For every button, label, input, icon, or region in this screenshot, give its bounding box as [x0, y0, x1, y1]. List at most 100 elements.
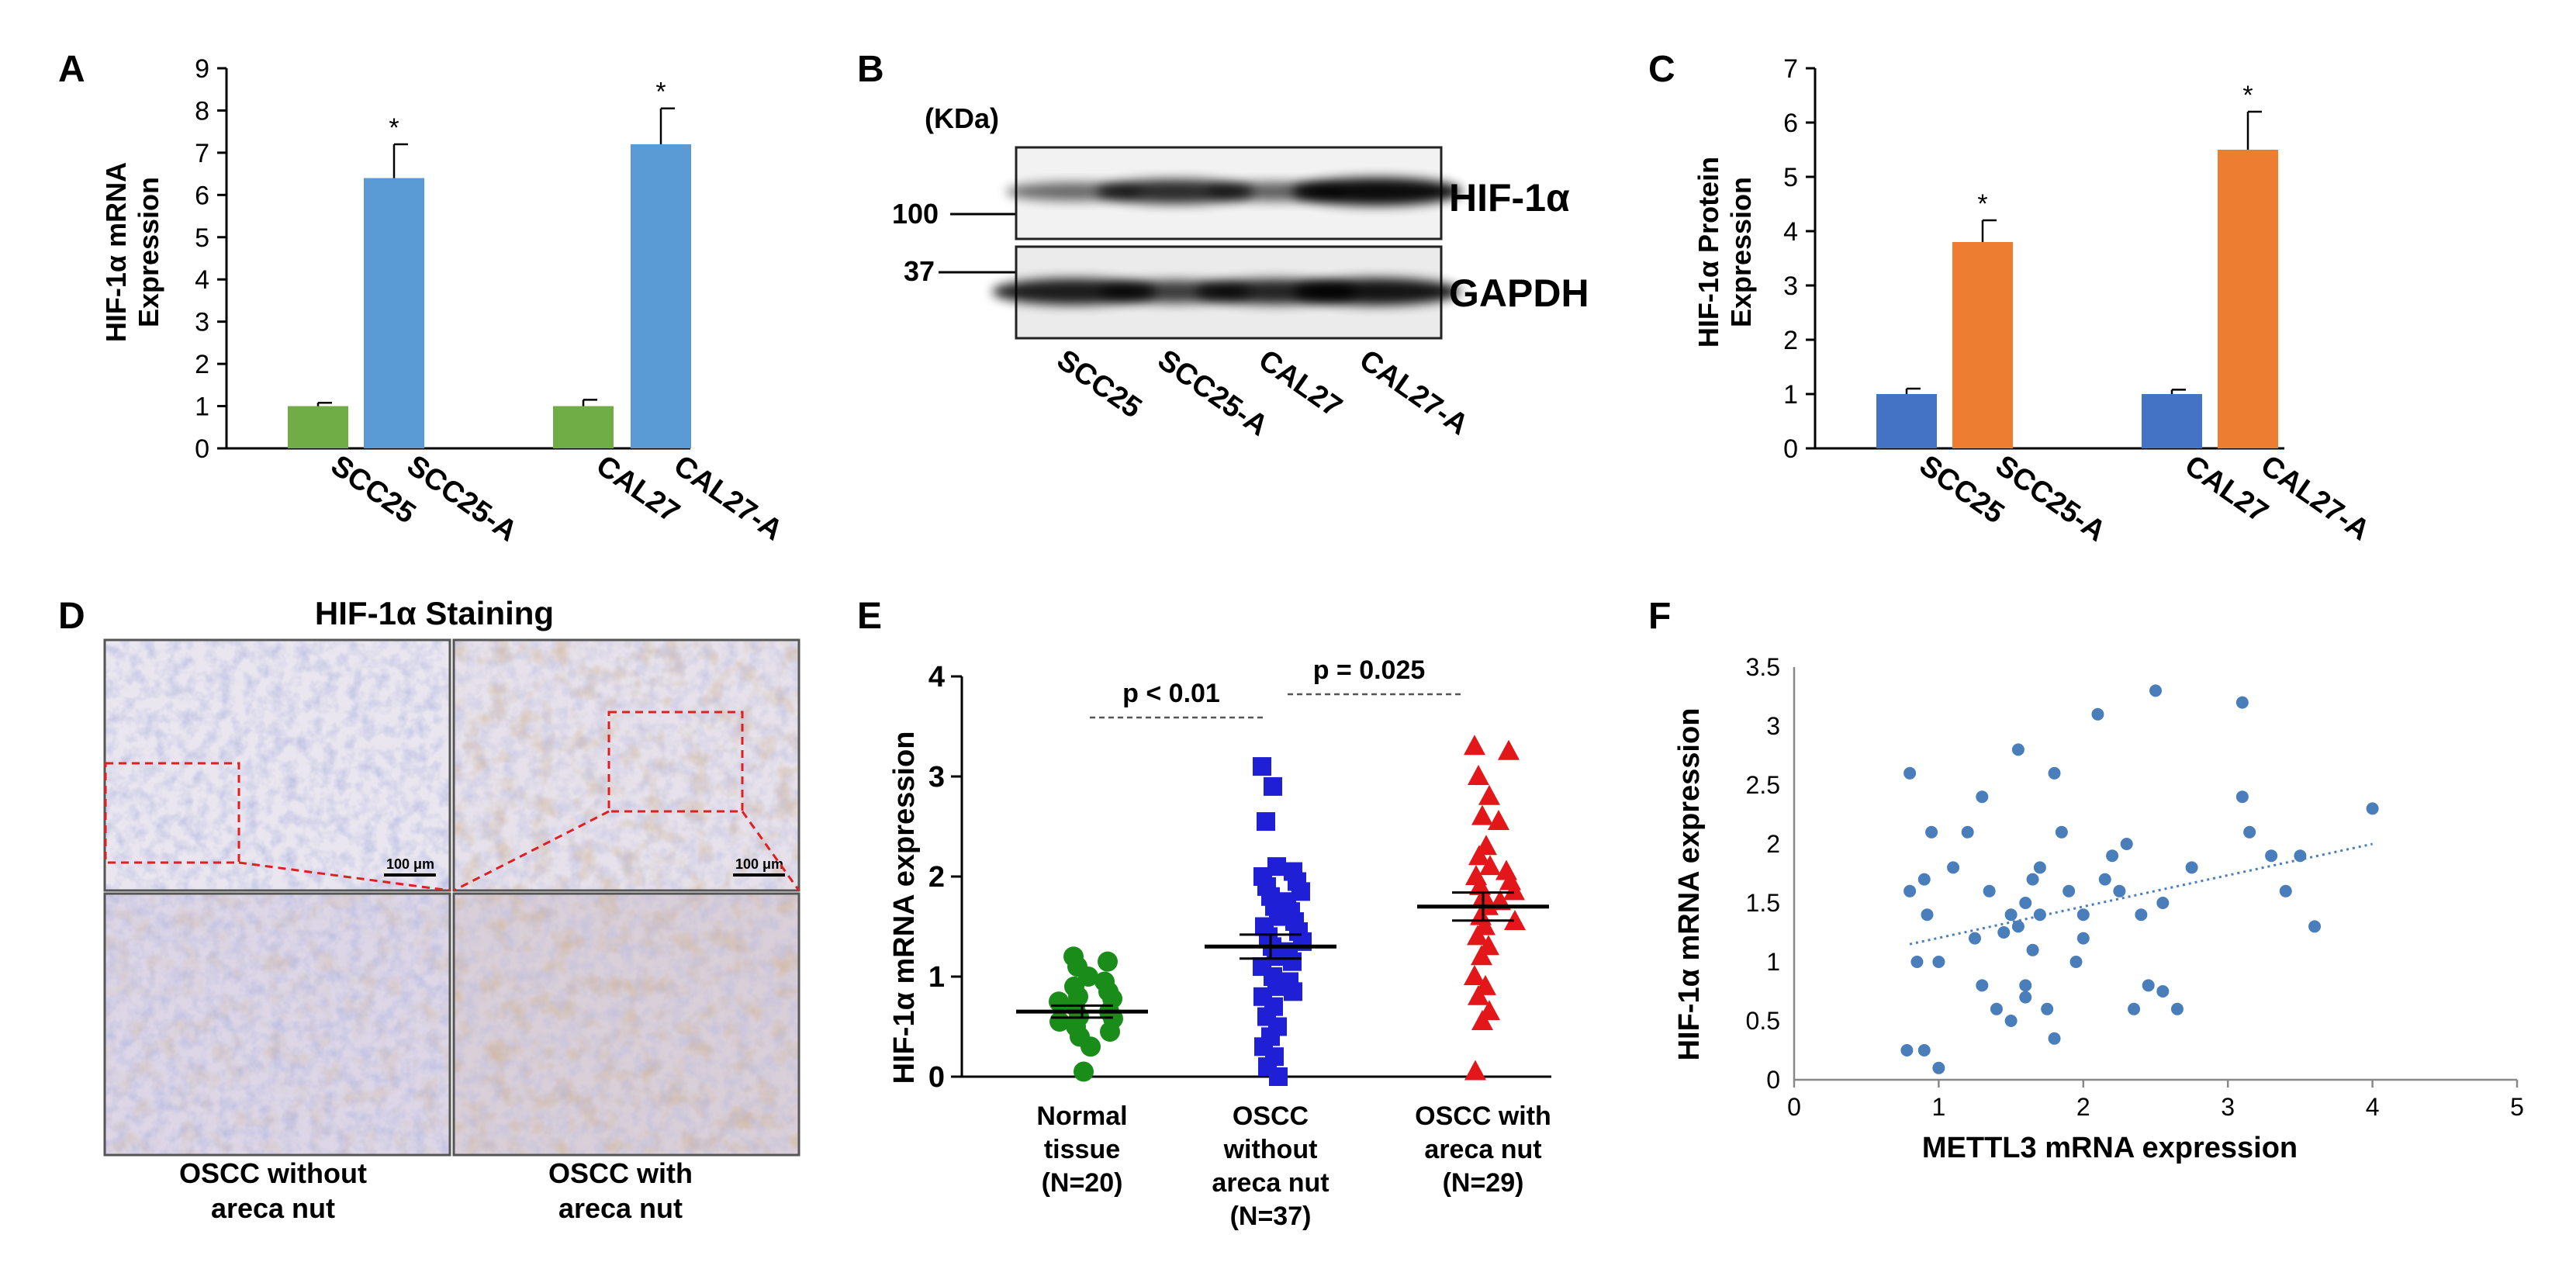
panel-f-point: [1990, 1002, 2003, 1015]
panel-f-point: [2113, 884, 2126, 897]
panel-letter-f: F: [1648, 596, 1671, 637]
panel-f-point: [1997, 926, 2011, 939]
panel-e-point: [1464, 1060, 1486, 1081]
panel-f-point: [2235, 696, 2249, 709]
panel-a-ytick-label: 5: [195, 223, 209, 253]
panel-f-point: [2076, 932, 2090, 945]
panel-f-ytick-label: 1: [1766, 948, 1780, 976]
panel-e-group-label: (N=37): [1230, 1202, 1312, 1231]
panel-a-ytick-label: 7: [195, 139, 209, 168]
panel-f-point: [2033, 908, 2046, 922]
panel-f-point: [2142, 979, 2155, 992]
panel-f-point: [2243, 825, 2256, 839]
panel-f-point: [2076, 908, 2090, 922]
panel-e-group-label: tissue: [1044, 1135, 1120, 1164]
panel-b-unit-label: (KDa): [925, 102, 999, 134]
panel-c-ylabel-line1: HIF-1α Protein: [1693, 157, 1724, 348]
panel-c-category-label: CAL27-A: [2255, 449, 2376, 547]
panel-f-ytick-label: 0: [1766, 1066, 1780, 1094]
panel-a-significance: *: [655, 78, 666, 107]
panel-letter-d: D: [58, 596, 85, 637]
zoom-box-right: [607, 711, 744, 813]
panel-f-point: [2041, 1002, 2054, 1015]
panel-f-point: [2063, 884, 2076, 897]
panel-a-category-label: SCC25: [325, 449, 421, 531]
panel-e-point: [1488, 810, 1509, 831]
panel-e-point: [1503, 880, 1525, 901]
panel-f-point: [2004, 908, 2018, 922]
panel-f-point: [2149, 684, 2162, 697]
panel-e-group-label: OSCC: [1233, 1101, 1309, 1131]
zoom-connector-left: [238, 861, 451, 892]
panel-b-lane-label: SCC25-A: [1152, 344, 1274, 443]
panel-a-category-label: CAL27-A: [668, 449, 789, 547]
scale-bar-label-right: 100 μm: [735, 856, 783, 872]
panel-c-category-label: SCC25-A: [1990, 449, 2111, 548]
panel-d-caption-left-2: areca nut: [211, 1192, 335, 1224]
zoom-connector-right-a: [453, 810, 610, 892]
panel-e-point: [1468, 984, 1489, 1005]
panel-a-significance: *: [389, 113, 399, 143]
panel-f-ytick-label: 3.5: [1746, 653, 1780, 681]
panel-e-group-label: (N=29): [1443, 1168, 1524, 1198]
zoom-connector-right-b: [741, 811, 800, 891]
panel-f-point: [2366, 802, 2379, 815]
zoom-box-left: [104, 762, 240, 864]
panel-f-point: [2069, 956, 2083, 968]
panel-f-point: [1917, 1044, 1931, 1056]
histology-tile-bottom-right: [452, 892, 800, 1157]
histology-tile-bottom-left: [103, 892, 451, 1157]
panel-f-xtick-label: 2: [2076, 1093, 2090, 1121]
panel-e-point: [1269, 1067, 1288, 1086]
panel-f-point: [2055, 825, 2068, 839]
panel-f-point: [2091, 707, 2104, 721]
panel-d-caption-right-1: OSCC with: [548, 1157, 693, 1189]
panel-f-point: [2098, 873, 2111, 886]
panel-d-caption-right-2: areca nut: [558, 1192, 683, 1224]
panel-f-point: [1917, 873, 1931, 886]
blot-band: [1291, 178, 1462, 206]
panel-f-point: [2011, 920, 2024, 933]
panel-f-xtick-label: 3: [2221, 1093, 2235, 1121]
panel-f-ytick-label: 2.5: [1746, 771, 1780, 799]
panel-a-bar: [553, 406, 614, 448]
panel-letter-a: A: [58, 49, 85, 90]
panel-f-point: [2004, 1015, 2018, 1027]
panel-a-ytick-label: 1: [195, 393, 209, 422]
panel-a-ytick-label: 8: [195, 96, 209, 126]
panel-f-xtick-label: 4: [2366, 1093, 2380, 1121]
panel-e-ytick-label: 3: [928, 761, 945, 794]
panel-f-point: [2120, 838, 2133, 850]
panel-a-bar: [631, 144, 691, 448]
panel-c-bar: [2142, 394, 2202, 448]
panel-c-significance: *: [2242, 81, 2253, 110]
panel-f-point: [2308, 920, 2322, 933]
panel-e-point: [1264, 776, 1282, 796]
panel-d-histology: HIF-1α Staining 100 μm 100 μm: [103, 595, 800, 1224]
panel-f-point: [2019, 979, 2032, 992]
panel-d-caption-left-1: OSCC without: [179, 1157, 367, 1189]
panel-e-group-label: without: [1223, 1135, 1318, 1164]
panel-f-trendline: [1909, 842, 2373, 946]
panel-e-point: [1504, 910, 1526, 931]
panel-f-point: [1976, 979, 1989, 992]
panel-letter-c: C: [1648, 49, 1675, 90]
panel-b-marker-37: 37: [904, 255, 935, 287]
panel-e-point: [1498, 739, 1520, 760]
panel-f-point: [2156, 985, 2170, 998]
panel-f-point: [1969, 932, 1981, 945]
panel-a-ytick-label: 9: [195, 54, 209, 84]
panel-e-point: [1467, 925, 1489, 946]
scale-bar-label-left: 100 μm: [386, 856, 434, 872]
panel-f-point: [2026, 943, 2039, 956]
panel-f-point: [2026, 873, 2039, 886]
panel-c-significance: *: [1977, 189, 1987, 219]
panel-f-point: [2294, 849, 2307, 863]
panel-f-point: [2279, 884, 2292, 897]
panel-c-ytick-label: 6: [1783, 109, 1798, 138]
panel-a-category-label: SCC25-A: [401, 449, 523, 548]
panel-a-bar-chart: HIF-1α mRNA Expression 0 1 2 3 4 5 6 7 8 9 SCC25 *…: [100, 54, 788, 548]
panel-f-ytick-label: 2: [1766, 830, 1780, 858]
panel-f-point: [2019, 991, 2032, 1004]
panel-f-point: [1925, 825, 1938, 839]
